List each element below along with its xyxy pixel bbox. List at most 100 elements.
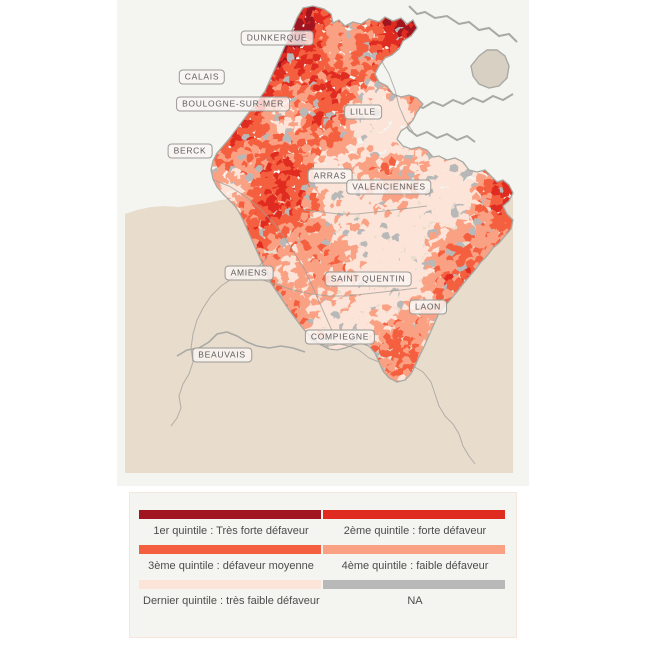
commune-polygon[interactable] <box>347 42 358 54</box>
commune-polygon[interactable] <box>408 163 419 173</box>
commune-polygon[interactable] <box>280 83 291 93</box>
commune-polygon[interactable] <box>313 146 322 157</box>
commune-polygon[interactable] <box>254 165 263 174</box>
commune-polygon[interactable] <box>289 71 300 82</box>
commune-polygon[interactable] <box>508 187 519 199</box>
commune-polygon[interactable] <box>420 220 430 227</box>
commune-polygon[interactable] <box>375 124 386 133</box>
commune-polygon[interactable] <box>388 156 396 166</box>
commune-polygon[interactable] <box>299 107 309 117</box>
commune-polygon[interactable] <box>270 202 281 212</box>
commune-polygon[interactable] <box>270 164 279 171</box>
commune-polygon[interactable] <box>251 170 262 180</box>
commune-polygon[interactable] <box>314 23 325 32</box>
commune-polygon[interactable] <box>286 178 296 187</box>
commune-polygon[interactable] <box>281 192 291 202</box>
commune-polygon[interactable] <box>347 237 358 249</box>
commune-polygon[interactable] <box>300 197 312 209</box>
commune-polygon[interactable] <box>449 163 460 173</box>
commune-polygon[interactable] <box>301 176 309 184</box>
commune-polygon[interactable] <box>431 185 441 194</box>
commune-polygon[interactable] <box>295 18 305 27</box>
commune-polygon[interactable] <box>502 189 510 198</box>
commune-polygon[interactable] <box>262 122 271 133</box>
commune-polygon[interactable] <box>296 58 305 68</box>
commune-polygon[interactable] <box>266 243 277 252</box>
commune-polygon[interactable] <box>262 139 271 149</box>
commune-polygon[interactable] <box>483 178 495 187</box>
commune-polygon[interactable] <box>330 47 341 57</box>
commune-polygon[interactable] <box>450 207 459 219</box>
commune-polygon[interactable] <box>310 138 321 149</box>
commune-polygon[interactable] <box>394 243 405 253</box>
commune-polygon[interactable] <box>322 127 333 139</box>
commune-polygon[interactable] <box>483 184 493 195</box>
commune-polygon[interactable] <box>333 59 345 70</box>
commune-polygon[interactable] <box>247 123 256 133</box>
commune-polygon[interactable] <box>345 143 356 152</box>
commune-polygon[interactable] <box>459 223 468 234</box>
commune-polygon[interactable] <box>341 201 353 212</box>
commune-polygon[interactable] <box>445 194 455 203</box>
commune-polygon[interactable] <box>240 184 250 192</box>
commune-polygon[interactable] <box>419 164 430 173</box>
commune-polygon[interactable] <box>350 69 360 78</box>
commune-polygon[interactable] <box>476 173 487 183</box>
commune-polygon[interactable] <box>268 223 280 233</box>
commune-polygon[interactable] <box>429 157 438 167</box>
commune-polygon[interactable] <box>301 144 313 153</box>
commune-polygon[interactable] <box>374 143 386 153</box>
commune-polygon[interactable] <box>316 127 324 137</box>
commune-polygon[interactable] <box>349 222 362 233</box>
commune-polygon[interactable] <box>458 171 468 182</box>
commune-polygon[interactable] <box>306 22 317 33</box>
commune-polygon[interactable] <box>383 198 393 207</box>
commune-polygon[interactable] <box>312 53 322 62</box>
commune-polygon[interactable] <box>265 87 277 99</box>
commune-polygon[interactable] <box>363 207 374 219</box>
commune-polygon[interactable] <box>317 155 327 164</box>
commune-polygon[interactable] <box>356 199 365 210</box>
commune-polygon[interactable] <box>272 90 282 99</box>
commune-polygon[interactable] <box>415 225 425 235</box>
commune-polygon[interactable] <box>440 187 450 198</box>
commune-polygon[interactable] <box>473 217 483 227</box>
commune-polygon[interactable] <box>304 225 316 233</box>
map-panel[interactable]: DUNKERQUE CALAIS BOULOGNE-SUR-MER LILLE BERC… <box>117 0 529 486</box>
commune-polygon[interactable] <box>482 199 491 208</box>
commune-polygon[interactable] <box>252 189 261 198</box>
map-stage[interactable]: DUNKERQUE CALAIS BOULOGNE-SUR-MER LILLE BERC… <box>117 0 529 486</box>
commune-polygon[interactable] <box>346 212 355 223</box>
commune-polygon[interactable] <box>312 221 322 232</box>
commune-polygon[interactable] <box>423 213 436 223</box>
commune-polygon[interactable] <box>448 218 457 228</box>
commune-polygon[interactable] <box>319 83 327 92</box>
commune-polygon[interactable] <box>327 223 336 235</box>
commune-polygon[interactable] <box>291 207 298 217</box>
commune-polygon[interactable] <box>505 217 516 228</box>
commune-polygon[interactable] <box>318 71 328 81</box>
commune-polygon[interactable] <box>405 217 418 229</box>
commune-polygon[interactable] <box>396 148 407 158</box>
commune-polygon[interactable] <box>391 210 401 217</box>
commune-polygon[interactable] <box>476 185 486 194</box>
commune-polygon[interactable] <box>266 162 274 173</box>
commune-polygon[interactable] <box>282 132 293 143</box>
commune-polygon[interactable] <box>468 226 477 237</box>
commune-polygon[interactable] <box>290 213 302 223</box>
commune-polygon[interactable] <box>500 215 509 223</box>
commune-polygon[interactable] <box>312 84 321 92</box>
commune-polygon[interactable] <box>310 122 320 133</box>
commune-polygon[interactable] <box>300 212 309 222</box>
commune-polygon[interactable] <box>364 124 374 133</box>
choropleth-map-svg[interactable] <box>117 0 529 486</box>
commune-polygon[interactable] <box>345 58 355 70</box>
commune-polygon[interactable] <box>246 153 254 163</box>
commune-polygon[interactable] <box>297 138 307 148</box>
commune-polygon[interactable] <box>342 161 353 171</box>
commune-polygon[interactable] <box>264 171 276 179</box>
commune-polygon[interactable] <box>355 234 366 243</box>
commune-polygon[interactable] <box>244 173 255 182</box>
commune-polygon[interactable] <box>376 88 385 98</box>
commune-polygon[interactable] <box>332 224 341 231</box>
